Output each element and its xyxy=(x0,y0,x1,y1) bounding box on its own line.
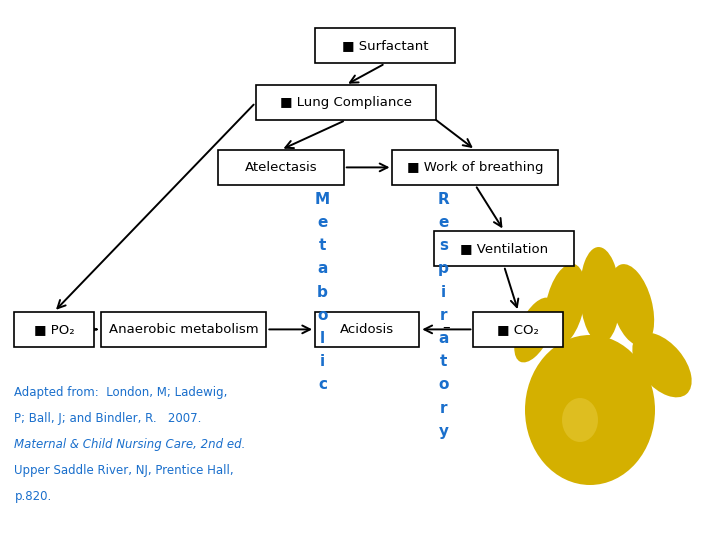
Text: y: y xyxy=(438,424,449,439)
Text: s: s xyxy=(439,238,448,253)
Text: c: c xyxy=(318,377,327,393)
Ellipse shape xyxy=(632,333,692,397)
Text: Acidosis: Acidosis xyxy=(340,323,395,336)
Text: M: M xyxy=(315,192,330,207)
Text: o: o xyxy=(318,308,328,323)
Text: b: b xyxy=(317,285,328,300)
Text: R: R xyxy=(438,192,449,207)
Ellipse shape xyxy=(562,398,598,442)
FancyBboxPatch shape xyxy=(218,150,344,185)
Text: t: t xyxy=(319,238,326,253)
Text: r: r xyxy=(440,401,447,416)
FancyBboxPatch shape xyxy=(315,28,456,63)
Text: ■ Ventilation: ■ Ventilation xyxy=(460,242,548,255)
Text: Atelectasis: Atelectasis xyxy=(245,161,317,174)
Text: P; Ball, J; and Bindler, R.   2007.: P; Ball, J; and Bindler, R. 2007. xyxy=(14,412,202,425)
FancyBboxPatch shape xyxy=(14,312,94,347)
Text: Maternal & Child Nursing Care, 2nd ed.: Maternal & Child Nursing Care, 2nd ed. xyxy=(14,438,246,451)
Text: Anaerobic metabolism: Anaerobic metabolism xyxy=(109,323,258,336)
Text: r: r xyxy=(440,308,447,323)
Text: Upper Saddle River, NJ, Prentice Hall,: Upper Saddle River, NJ, Prentice Hall, xyxy=(14,464,234,477)
Text: ■ CO₂: ■ CO₂ xyxy=(498,323,539,336)
Text: ■ Work of breathing: ■ Work of breathing xyxy=(407,161,544,174)
Text: t: t xyxy=(440,354,447,369)
Ellipse shape xyxy=(544,264,585,346)
Ellipse shape xyxy=(580,247,620,343)
Text: a: a xyxy=(318,261,328,276)
Text: ■ Surfactant: ■ Surfactant xyxy=(342,39,428,52)
Ellipse shape xyxy=(525,335,655,485)
Ellipse shape xyxy=(610,264,654,346)
Text: i: i xyxy=(320,354,325,369)
Text: l: l xyxy=(320,331,325,346)
Text: e: e xyxy=(438,215,449,230)
Text: –: – xyxy=(443,320,450,335)
Text: ■ Lung Compliance: ■ Lung Compliance xyxy=(279,96,412,109)
Text: p: p xyxy=(438,261,449,276)
FancyBboxPatch shape xyxy=(101,312,266,347)
Text: i: i xyxy=(441,285,446,300)
Text: e: e xyxy=(318,215,328,230)
Ellipse shape xyxy=(514,298,556,362)
FancyBboxPatch shape xyxy=(315,312,419,347)
FancyBboxPatch shape xyxy=(256,85,436,120)
Text: a: a xyxy=(438,331,449,346)
FancyBboxPatch shape xyxy=(474,312,563,347)
FancyBboxPatch shape xyxy=(433,231,575,266)
Text: o: o xyxy=(438,377,449,393)
Text: ■ PO₂: ■ PO₂ xyxy=(34,323,74,336)
FancyBboxPatch shape xyxy=(392,150,558,185)
Text: p.820.: p.820. xyxy=(14,490,52,503)
Text: Adapted from:  London, M; Ladewig,: Adapted from: London, M; Ladewig, xyxy=(14,386,228,399)
Ellipse shape xyxy=(562,398,598,442)
